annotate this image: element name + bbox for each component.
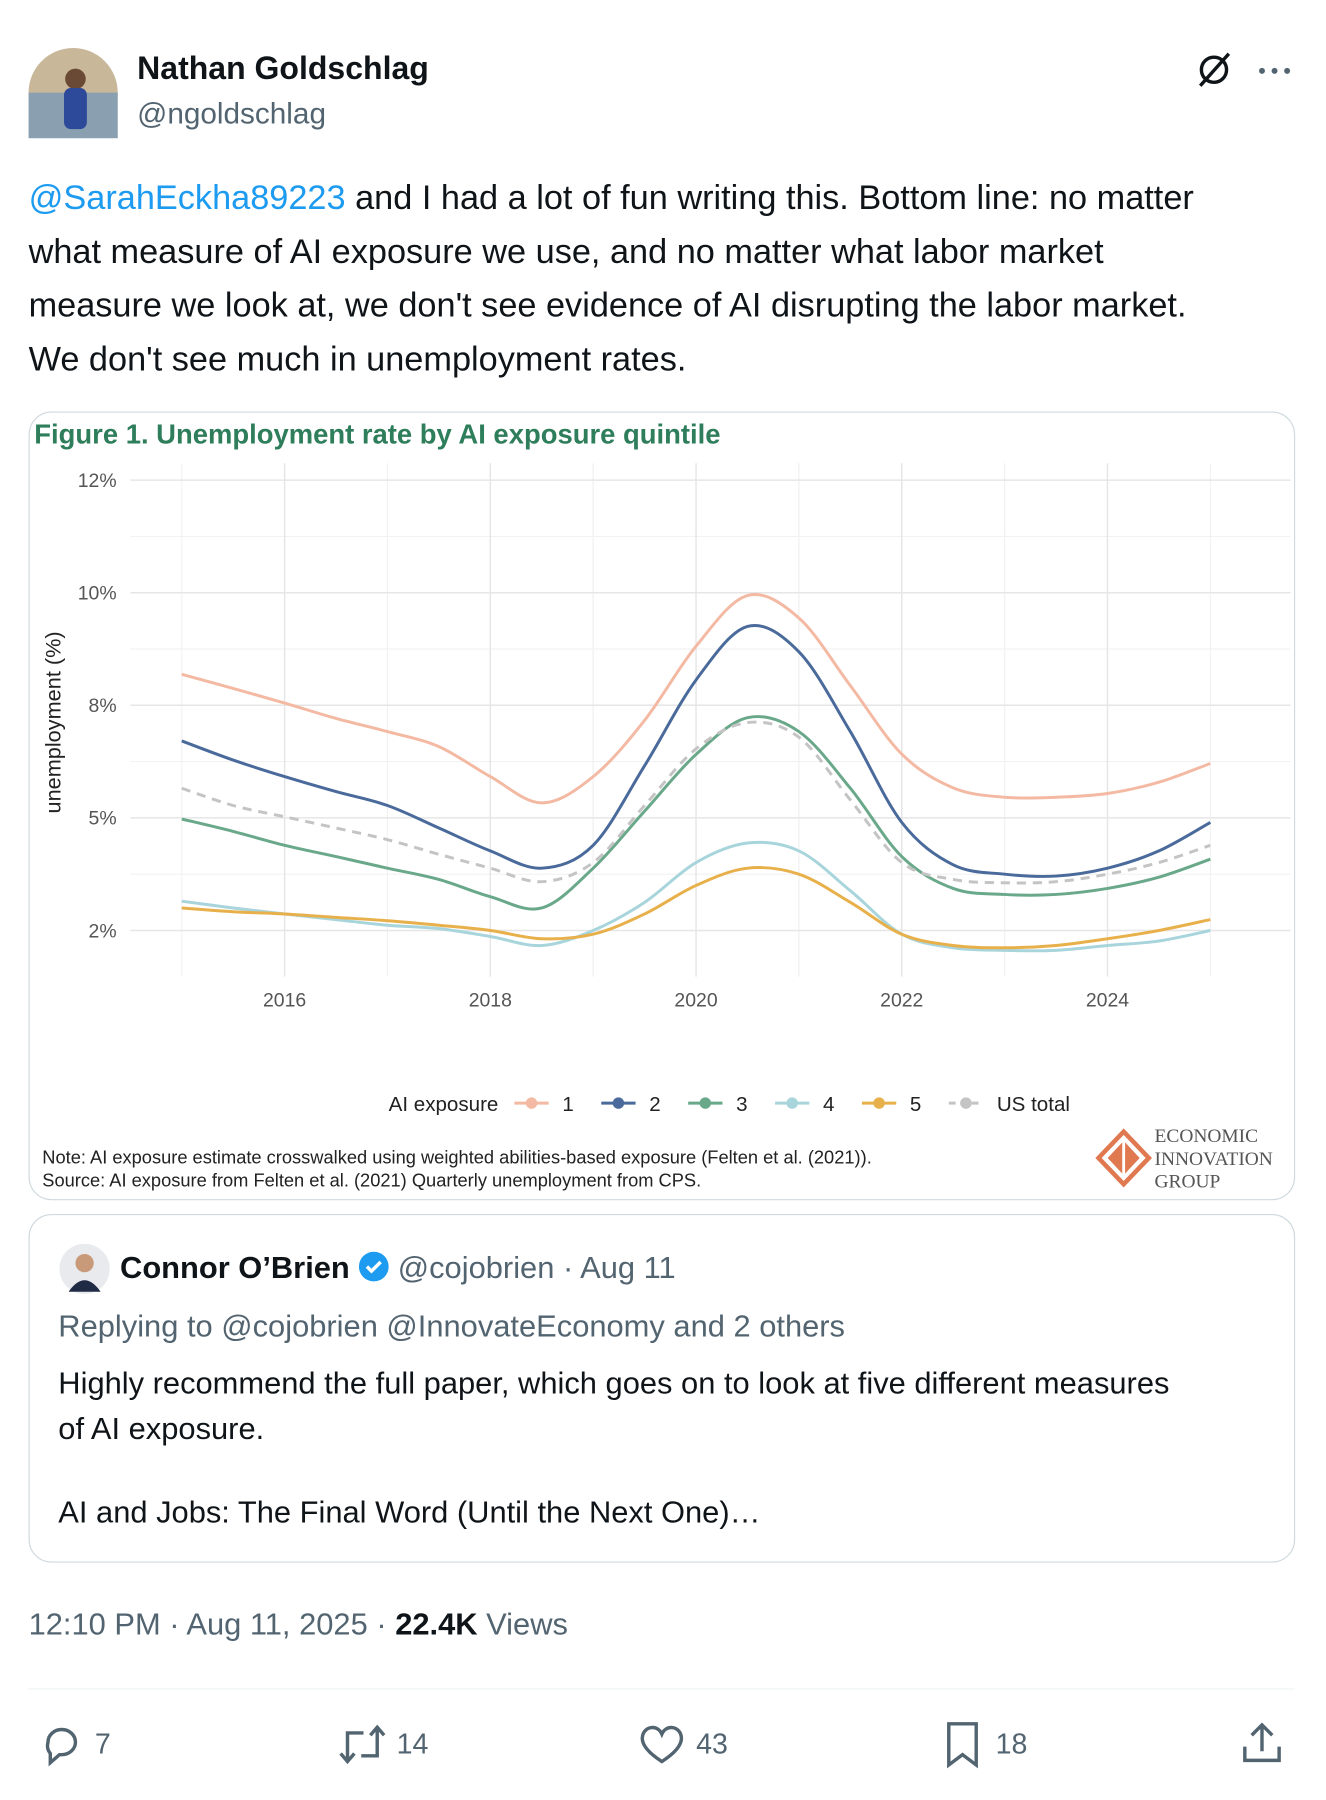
- legend-item: US total: [948, 1093, 1070, 1116]
- more-icon[interactable]: [1255, 59, 1294, 82]
- author-name[interactable]: Nathan Goldschlag: [137, 50, 429, 86]
- x-tick-label: 2022: [880, 989, 923, 1011]
- x-tick-label: 2020: [674, 989, 717, 1011]
- bookmark-count: 18: [995, 1728, 1028, 1761]
- source: Source: AI exposure from Felten et al. (…: [42, 1170, 701, 1191]
- logo-text: INNOVATION: [1155, 1149, 1273, 1170]
- note: Note: AI exposure estimate crosswalked u…: [42, 1147, 872, 1168]
- legend-item: 4: [775, 1093, 834, 1116]
- series-line: [181, 715, 1211, 911]
- x-tick-label: 2018: [469, 989, 512, 1011]
- series-line: [181, 840, 1211, 953]
- x-tick-label: 2016: [263, 989, 306, 1011]
- series-line: [181, 720, 1211, 885]
- chart-title: Figure 1. Unemployment rate by AI exposu…: [34, 419, 720, 450]
- share-icon[interactable]: [1239, 1719, 1285, 1767]
- x-tick-label: 2024: [1086, 989, 1129, 1011]
- y-tick-label: 8%: [89, 695, 117, 717]
- legend-dot: [699, 1097, 712, 1109]
- series-line: [181, 624, 1212, 878]
- legend-dot: [873, 1097, 885, 1109]
- legend-dot: [612, 1097, 625, 1109]
- y-tick-label: 2%: [89, 920, 117, 942]
- quote-name[interactable]: Connor O’Brien: [120, 1250, 350, 1285]
- repost-count: 14: [396, 1728, 429, 1761]
- views-count: 22.4K: [395, 1607, 478, 1642]
- logo: ECONOMIC INNOVATION GROUP: [1095, 1126, 1273, 1193]
- media-card[interactable]: [28, 411, 1296, 1201]
- quote-header: Connor O’Brien @cojobrien · Aug 11: [120, 1251, 676, 1286]
- quote-avatar[interactable]: [59, 1243, 110, 1294]
- logo-text: GROUP: [1155, 1172, 1221, 1193]
- bookmark-icon[interactable]: [940, 1719, 986, 1769]
- like-icon[interactable]: [638, 1722, 686, 1768]
- legend-item: 1: [514, 1093, 574, 1116]
- legend-label: 3: [736, 1093, 747, 1116]
- y-axis-label: unemployment (%): [41, 631, 66, 813]
- legend-label: US total: [997, 1093, 1070, 1116]
- legend-label: 2: [649, 1093, 660, 1116]
- mention[interactable]: @SarahEckha89223: [28, 179, 346, 218]
- quote-card[interactable]: [28, 1213, 1296, 1563]
- y-tick-label: 12%: [78, 470, 117, 492]
- verified-badge: [358, 1251, 389, 1282]
- avatar[interactable]: [27, 47, 118, 139]
- quote-text: Highly recommend the full paper, which g…: [58, 1366, 1170, 1447]
- text: and I had a lot of fun writing this. Bot…: [28, 179, 1194, 379]
- legend-item: 2: [601, 1093, 661, 1116]
- legend-label: 1: [562, 1093, 573, 1116]
- timestamp-line: 12:10 PM · Aug 11, 2025 · 22.4K Views: [29, 1607, 568, 1642]
- y-tick-label: 10%: [78, 583, 117, 605]
- replying-to: Replying to @cojobrien @InnovateEconomy …: [58, 1308, 846, 1344]
- series-line: [181, 593, 1211, 805]
- y-tick-label: 5%: [89, 808, 117, 830]
- legend-item: 3: [688, 1093, 748, 1116]
- timestamp[interactable]: 12:10 PM · Aug 11, 2025 ·: [28, 1607, 396, 1642]
- legend-label: 5: [910, 1093, 921, 1116]
- tweet-text: @SarahEckha89223 and I had a lot of fun …: [29, 171, 1241, 386]
- legend-dot: [960, 1097, 972, 1109]
- reply-count: 7: [94, 1728, 111, 1761]
- legend-title: AI exposure: [389, 1093, 499, 1116]
- author-handle[interactable]: @ngoldschlag: [137, 96, 326, 131]
- views-label: Views: [477, 1607, 568, 1642]
- divider: [28, 1688, 1296, 1690]
- quote-link-title: AI and Jobs: The Final Word (Until the N…: [58, 1495, 761, 1530]
- grok-icon[interactable]: [1195, 50, 1234, 89]
- chart: Figure 1. Unemployment rate by AI exposu…: [34, 419, 1291, 1193]
- like-count: 43: [696, 1728, 728, 1761]
- reply-icon[interactable]: [39, 1722, 85, 1768]
- series-line: [181, 866, 1211, 950]
- legend-dot: [786, 1097, 798, 1109]
- repost-icon[interactable]: [336, 1722, 389, 1768]
- grid: [130, 463, 1291, 977]
- legend-dot: [525, 1097, 538, 1109]
- legend-item: 5: [861, 1093, 921, 1116]
- quote-meta: @cojobrien · Aug 11: [397, 1250, 676, 1285]
- legend-label: 4: [823, 1093, 834, 1116]
- logo-text: ECONOMIC: [1155, 1126, 1259, 1147]
